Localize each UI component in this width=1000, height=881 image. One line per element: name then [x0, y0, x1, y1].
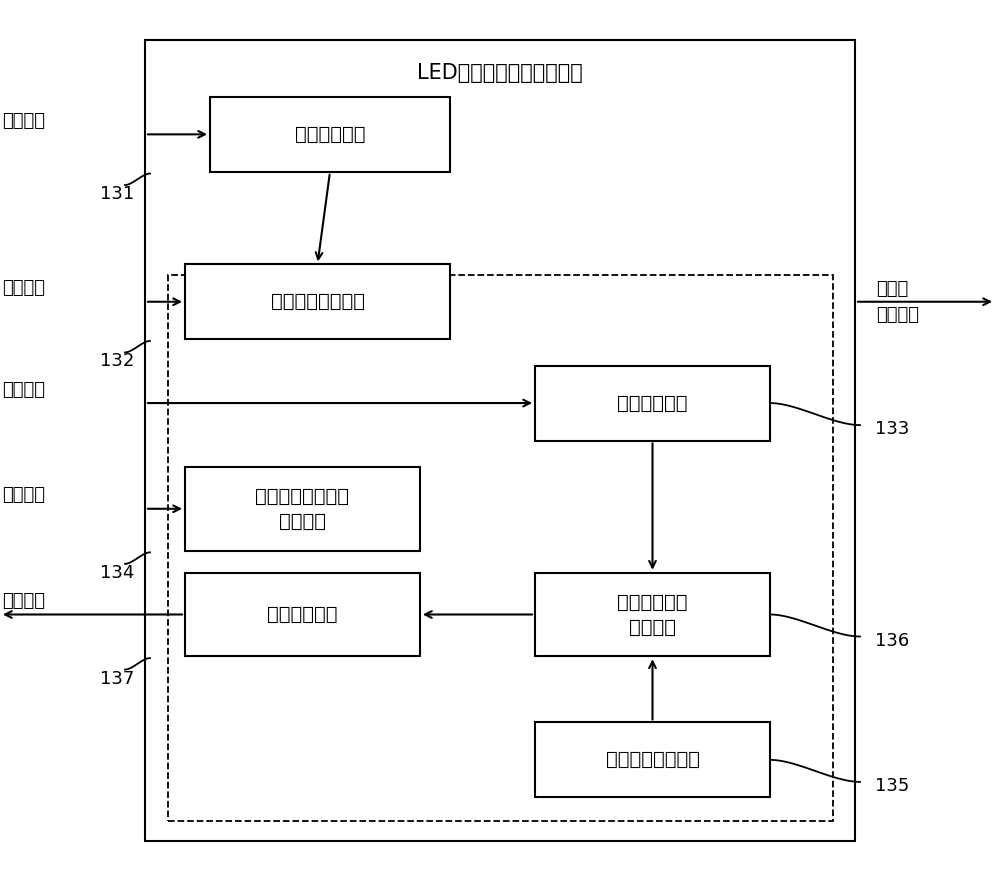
Text: 报告推送: 报告推送 [2, 592, 45, 611]
Text: 采集周期配置模块: 采集周期配置模块 [270, 292, 364, 311]
Text: 用户输入: 用户输入 [2, 381, 45, 398]
Text: 137: 137 [100, 670, 134, 687]
Text: 健康状态报告参数
配置模块: 健康状态报告参数 配置模块 [256, 487, 350, 530]
Bar [185, 467, 420, 551]
Bar [185, 264, 450, 339]
Text: 136: 136 [875, 632, 909, 650]
Text: 监控数据获取模块: 监控数据获取模块 [606, 751, 700, 769]
Text: 报告推送模块: 报告推送模块 [267, 605, 338, 624]
Text: 用户输入: 用户输入 [2, 486, 45, 504]
Text: 认证管理模块: 认证管理模块 [295, 125, 365, 144]
Bar [210, 97, 450, 172]
Text: 133: 133 [875, 420, 909, 439]
Bar [145, 40, 855, 841]
Bar [535, 366, 770, 440]
Text: 134: 134 [100, 564, 134, 581]
Bar [535, 573, 770, 656]
Text: 账号登录: 账号登录 [2, 112, 45, 130]
Text: LED显示终端监控管理系统: LED显示终端监控管理系统 [417, 63, 583, 83]
Bar [185, 573, 420, 656]
Text: 132: 132 [100, 352, 134, 370]
Text: 阈值配置模块: 阈值配置模块 [617, 394, 688, 412]
Bar [535, 722, 770, 797]
Text: 131: 131 [100, 185, 134, 203]
Text: 用户输入: 用户输入 [2, 279, 45, 298]
Text: 传送至: 传送至 [876, 279, 908, 298]
Bar [168, 275, 833, 821]
Text: 监控装置: 监控装置 [876, 306, 919, 324]
Text: 健康状态报告
生成模块: 健康状态报告 生成模块 [617, 593, 688, 636]
Text: 135: 135 [875, 777, 909, 796]
